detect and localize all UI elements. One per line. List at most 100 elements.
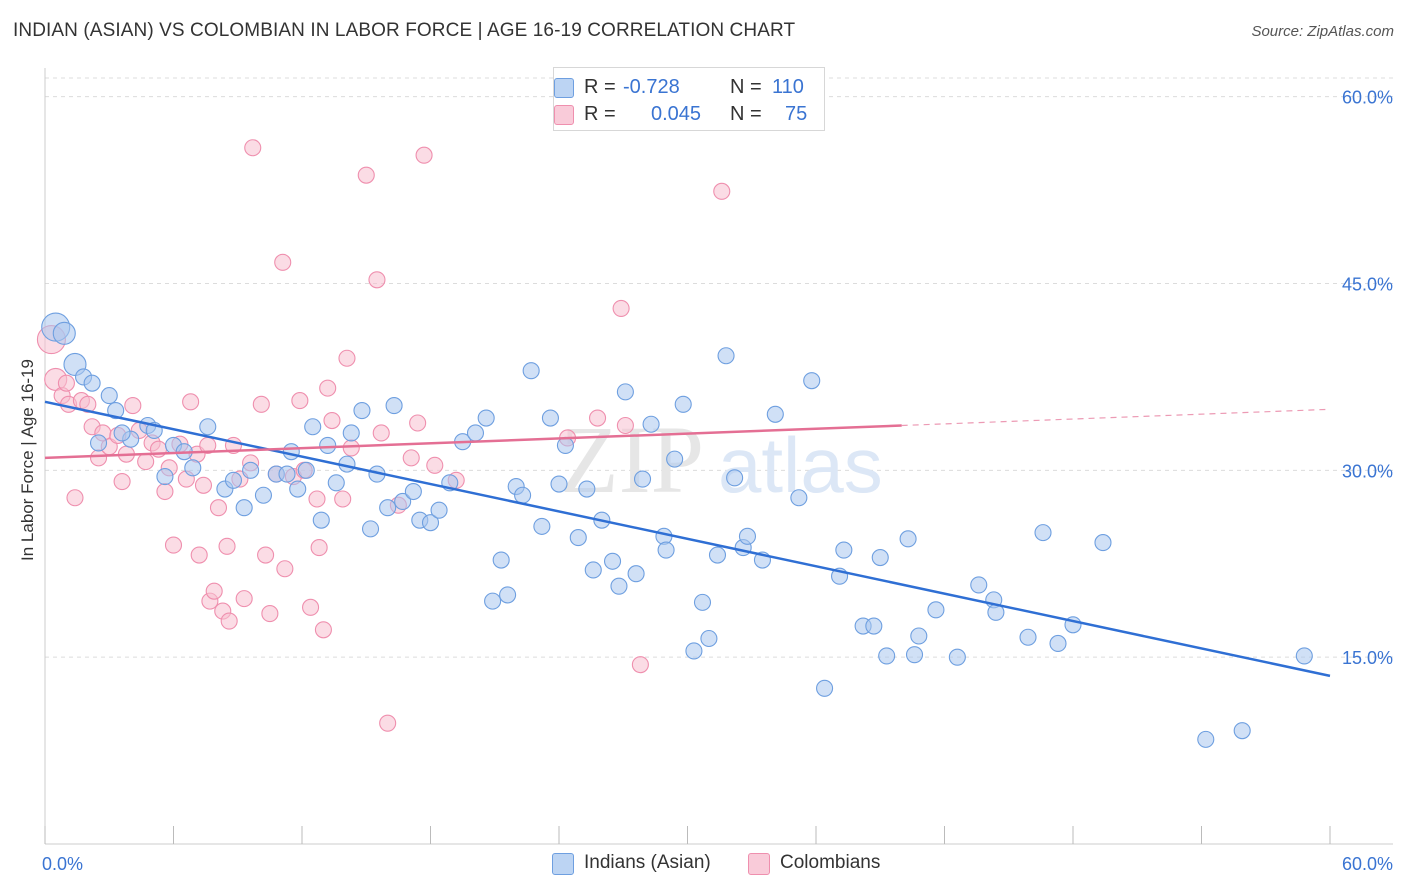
series-legend: Indians (Asian) Colombians xyxy=(0,851,1406,877)
data-point xyxy=(190,546,208,564)
data-point xyxy=(1019,628,1037,646)
data-point xyxy=(738,527,757,545)
data-point xyxy=(871,548,889,567)
data-point xyxy=(308,490,326,508)
axes xyxy=(44,68,1393,845)
data-point xyxy=(312,511,330,529)
data-point xyxy=(484,592,502,610)
data-point xyxy=(205,582,223,600)
data-point xyxy=(274,253,292,271)
data-point xyxy=(385,397,403,415)
data-point xyxy=(244,139,262,157)
data-point xyxy=(184,459,202,477)
data-point xyxy=(164,536,183,554)
data-point xyxy=(302,598,320,616)
data-point xyxy=(334,490,352,508)
data-point xyxy=(627,565,645,583)
data-point xyxy=(910,627,928,645)
y-tick-label: 30.0% xyxy=(1342,461,1393,481)
trend-line-solid xyxy=(44,400,1331,678)
y-tick-label: 45.0% xyxy=(1342,275,1393,295)
data-point xyxy=(1197,730,1215,748)
data-point xyxy=(477,409,495,427)
data-point xyxy=(194,476,213,494)
legend-label-indians-asian: Indians (Asian) xyxy=(584,852,711,873)
data-point xyxy=(342,439,360,457)
legend-swatch-blue xyxy=(554,78,574,98)
data-point xyxy=(835,541,853,559)
data-point xyxy=(278,465,296,483)
legend-r-label: R = xyxy=(584,103,616,125)
data-point xyxy=(224,471,243,489)
data-point xyxy=(970,576,988,594)
data-point xyxy=(612,299,630,317)
data-point xyxy=(199,418,217,436)
source-label: Source: ZipAtlas.com xyxy=(1251,23,1394,40)
data-point xyxy=(368,271,386,289)
data-point xyxy=(100,387,118,405)
data-point xyxy=(218,537,236,555)
data-point xyxy=(310,539,328,557)
data-point xyxy=(327,474,345,492)
data-point xyxy=(674,395,692,413)
data-point xyxy=(235,499,253,517)
legend-r-value: 0.045 xyxy=(651,103,702,125)
data-point xyxy=(394,492,412,511)
data-point xyxy=(693,593,712,611)
data-point xyxy=(666,450,684,468)
data-point xyxy=(1049,634,1067,653)
series-colombians-points xyxy=(36,139,731,732)
data-point xyxy=(726,469,744,487)
data-point xyxy=(113,424,131,442)
data-point xyxy=(685,642,703,660)
data-point xyxy=(631,656,649,674)
data-point xyxy=(1295,647,1313,665)
legend-n-value: 110 xyxy=(772,76,804,98)
data-point xyxy=(584,561,602,579)
data-point xyxy=(83,374,101,392)
data-point xyxy=(289,480,307,498)
data-point xyxy=(342,424,360,442)
watermark: ZIP atlas xyxy=(560,406,883,513)
data-point xyxy=(314,621,332,639)
data-point xyxy=(790,489,808,507)
data-point xyxy=(220,612,238,630)
chart-title: INDIAN (ASIAN) VS COLOMBIAN IN LABOR FOR… xyxy=(13,20,796,41)
data-point xyxy=(927,601,945,619)
data-point xyxy=(588,409,607,427)
data-point xyxy=(610,577,628,595)
data-point xyxy=(717,347,735,365)
data-point xyxy=(357,166,375,184)
data-point xyxy=(421,514,440,532)
data-point xyxy=(353,402,371,420)
data-point xyxy=(499,586,517,604)
legend-label-colombians: Colombians xyxy=(780,852,881,873)
data-point xyxy=(713,182,731,200)
legend-swatch-blue xyxy=(552,853,574,875)
data-point xyxy=(276,560,294,578)
data-point xyxy=(252,395,270,413)
data-point xyxy=(338,349,356,367)
legend-n-label: N = xyxy=(730,76,762,98)
data-point xyxy=(379,714,397,732)
legend-r-label: R = xyxy=(584,76,616,98)
data-point xyxy=(361,520,380,538)
data-point xyxy=(304,418,322,436)
data-point xyxy=(291,392,309,410)
trend-line-dashed xyxy=(901,408,1331,427)
x-tick-label: 60.0% xyxy=(1342,854,1393,874)
data-point xyxy=(124,397,142,415)
data-point xyxy=(235,590,253,608)
data-point xyxy=(323,411,341,430)
data-point xyxy=(865,617,883,635)
data-point xyxy=(899,530,917,548)
data-point xyxy=(319,436,337,454)
correlation-legend: R = -0.728 N = 110 R = 0.045 N = 75 xyxy=(553,67,825,131)
series-indians-asian-points xyxy=(41,312,1313,748)
data-point xyxy=(642,415,660,433)
data-point xyxy=(372,424,390,442)
data-point xyxy=(633,470,652,488)
data-point xyxy=(156,482,174,501)
data-point xyxy=(616,383,634,401)
